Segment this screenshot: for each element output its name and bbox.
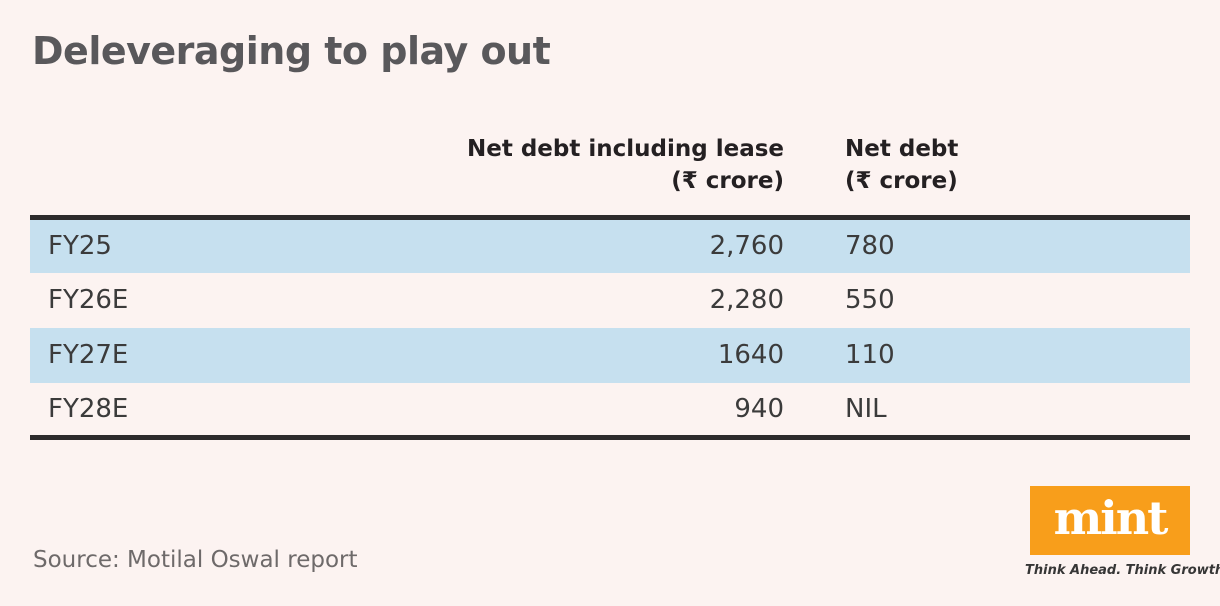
column-header-net-debt-incl-lease-line1: Net debt including lease <box>466 136 784 162</box>
column-header-net-debt: Net debt (₹ crore) <box>784 133 1190 220</box>
column-header-period <box>30 133 460 220</box>
table-header: Net debt including lease (₹ crore) Net d… <box>30 133 1190 220</box>
column-header-net-debt-incl-lease: Net debt including lease (₹ crore) <box>460 133 784 220</box>
net-debt-incl-lease-cell: 940 <box>460 382 784 440</box>
period-cell: FY27E <box>30 327 460 383</box>
period-cell: FY25 <box>30 217 460 273</box>
column-header-net-debt-line1: Net debt <box>845 136 959 162</box>
net-debt-incl-lease-cell: 2,760 <box>460 217 784 273</box>
table-row: FY28E 940 NIL <box>30 382 1190 440</box>
mint-logo-text: mint <box>1053 490 1169 545</box>
table-row: FY25 2,760 780 <box>30 217 1190 273</box>
table-row: FY27E 1640 110 <box>30 327 1190 383</box>
net-debt-incl-lease-cell: 1640 <box>460 327 784 383</box>
header-row: Net debt including lease (₹ crore) Net d… <box>30 133 1190 220</box>
table-row: FY26E 2,280 550 <box>30 273 1190 328</box>
net-debt-incl-lease-cell: 2,280 <box>709 285 784 315</box>
net-debt-cell: NIL <box>784 382 1190 440</box>
table-body: FY25 2,760 780 FY26E 2,280 550 FY27E 164… <box>30 217 1190 440</box>
column-header-net-debt-incl-lease-unit: (₹ crore) <box>671 168 784 194</box>
deleveraging-table: Net debt including lease (₹ crore) Net d… <box>30 133 1190 440</box>
net-debt-cell: 110 <box>784 327 1190 383</box>
source-attribution: Source: Motilal Oswal report <box>33 547 358 573</box>
brand-tagline: Think Ahead. Think Growth. <box>1025 563 1220 578</box>
period-cell: FY28E <box>30 382 460 440</box>
period-cell: FY26E <box>48 285 129 315</box>
net-debt-cell: 550 <box>845 285 895 315</box>
column-header-net-debt-unit: (₹ crore) <box>845 168 958 194</box>
net-debt-cell: 780 <box>784 217 1190 273</box>
chart-title: Deleveraging to play out <box>32 29 551 73</box>
mint-logo: mint <box>1030 486 1190 555</box>
